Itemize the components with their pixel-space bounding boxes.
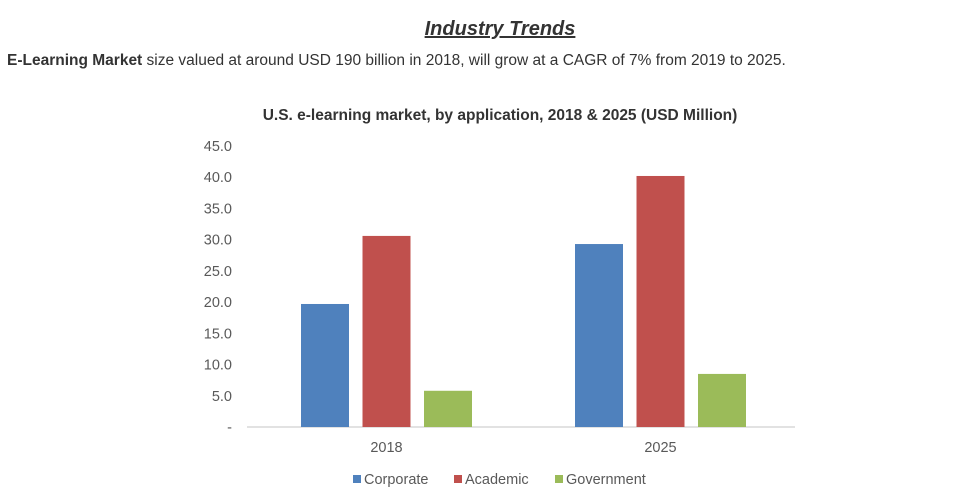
y-tick-label: 15.0 <box>204 326 232 342</box>
y-tick-label: 45.0 <box>204 139 232 155</box>
bar-academic-2018 <box>362 235 411 427</box>
legend-label: Corporate <box>364 472 428 488</box>
intro-rest: size valued at around USD 190 billion in… <box>142 52 786 69</box>
legend-item-academic: Academic <box>454 472 529 488</box>
page-heading: Industry Trends <box>424 18 576 40</box>
bar-government-2025 <box>698 373 746 427</box>
bars <box>301 175 746 427</box>
bar-academic-2025 <box>636 175 685 427</box>
x-tick-label: 2025 <box>644 440 676 456</box>
y-tick-label: 5.0 <box>212 389 232 405</box>
bar-government-2018 <box>424 390 472 427</box>
y-tick-label: - <box>227 420 232 436</box>
y-tick-label: 25.0 <box>204 264 232 280</box>
bar-corporate-2018 <box>301 303 349 427</box>
bar-corporate-2025 <box>575 244 623 427</box>
chart-title: U.S. e-learning market, by application, … <box>263 107 738 124</box>
legend-item-corporate: Corporate <box>353 472 428 488</box>
legend-swatch <box>555 475 563 483</box>
y-tick-label: 10.0 <box>204 358 232 374</box>
legend-swatch <box>353 475 361 483</box>
x-tick-label: 2018 <box>370 440 402 456</box>
intro-bold: E-Learning Market <box>7 52 143 69</box>
y-tick-label: 30.0 <box>204 233 232 249</box>
y-tick-label: 35.0 <box>204 201 232 217</box>
intro-text: E-Learning Market size valued at around … <box>7 52 786 70</box>
legend-label: Government <box>566 472 646 488</box>
legend-item-government: Government <box>555 472 646 488</box>
legend-label: Academic <box>465 472 529 488</box>
legend: Corporate Academic Government <box>353 472 646 488</box>
legend-swatch <box>454 475 462 483</box>
y-axis: - 5.0 10.0 15.0 20.0 25.0 30.0 35.0 40.0 45.0 <box>204 139 232 436</box>
y-tick-label: 20.0 <box>204 295 232 311</box>
y-tick-label: 40.0 <box>204 170 232 186</box>
x-axis: 2018 2025 <box>370 440 676 456</box>
